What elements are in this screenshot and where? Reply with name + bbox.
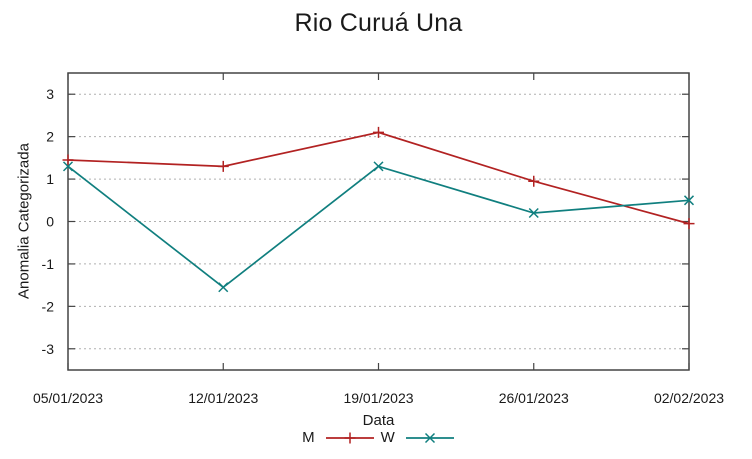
legend-sample-W xyxy=(405,432,454,443)
x-tick-label: 19/01/2023 xyxy=(343,390,413,406)
x-tick-label: 05/01/2023 xyxy=(33,390,103,406)
y-tick-label: 3 xyxy=(46,86,54,102)
series-line-M xyxy=(67,131,690,225)
y-tick-label: -2 xyxy=(42,298,55,314)
series-marker-M xyxy=(344,432,356,443)
series-marker-M xyxy=(683,218,695,230)
series-marker-M xyxy=(528,175,540,187)
series-line-W xyxy=(67,165,690,289)
x-tick-label: 02/02/2023 xyxy=(654,390,724,406)
series-marker-W xyxy=(424,432,435,443)
legend-sample-M xyxy=(325,432,374,443)
series-marker-W xyxy=(62,161,74,172)
series-marker-M xyxy=(62,154,74,166)
series-marker-W xyxy=(373,161,384,172)
y-tick-label: 1 xyxy=(46,171,54,187)
y-tick-label: -3 xyxy=(42,341,55,357)
series-marker-M xyxy=(217,160,229,172)
y-tick-label: 0 xyxy=(46,214,54,230)
chart-title: Rio Curuá Una xyxy=(294,9,463,37)
series-marker-W xyxy=(218,282,229,293)
y-tick-label: -1 xyxy=(42,256,55,272)
series-marker-W xyxy=(683,195,695,206)
y-tick-label: 2 xyxy=(46,129,54,145)
legend-label-W: W xyxy=(380,429,395,446)
x-tick-label: 26/01/2023 xyxy=(499,390,569,406)
x-axis-label: Data xyxy=(362,412,395,429)
series-marker-M xyxy=(373,126,384,138)
legend-item-W: W xyxy=(381,429,455,446)
x-tick-label: 12/01/2023 xyxy=(188,390,258,406)
legend-label-M: M xyxy=(302,429,315,446)
series-marker-W xyxy=(528,207,539,219)
legend-item-M: M xyxy=(302,429,375,446)
